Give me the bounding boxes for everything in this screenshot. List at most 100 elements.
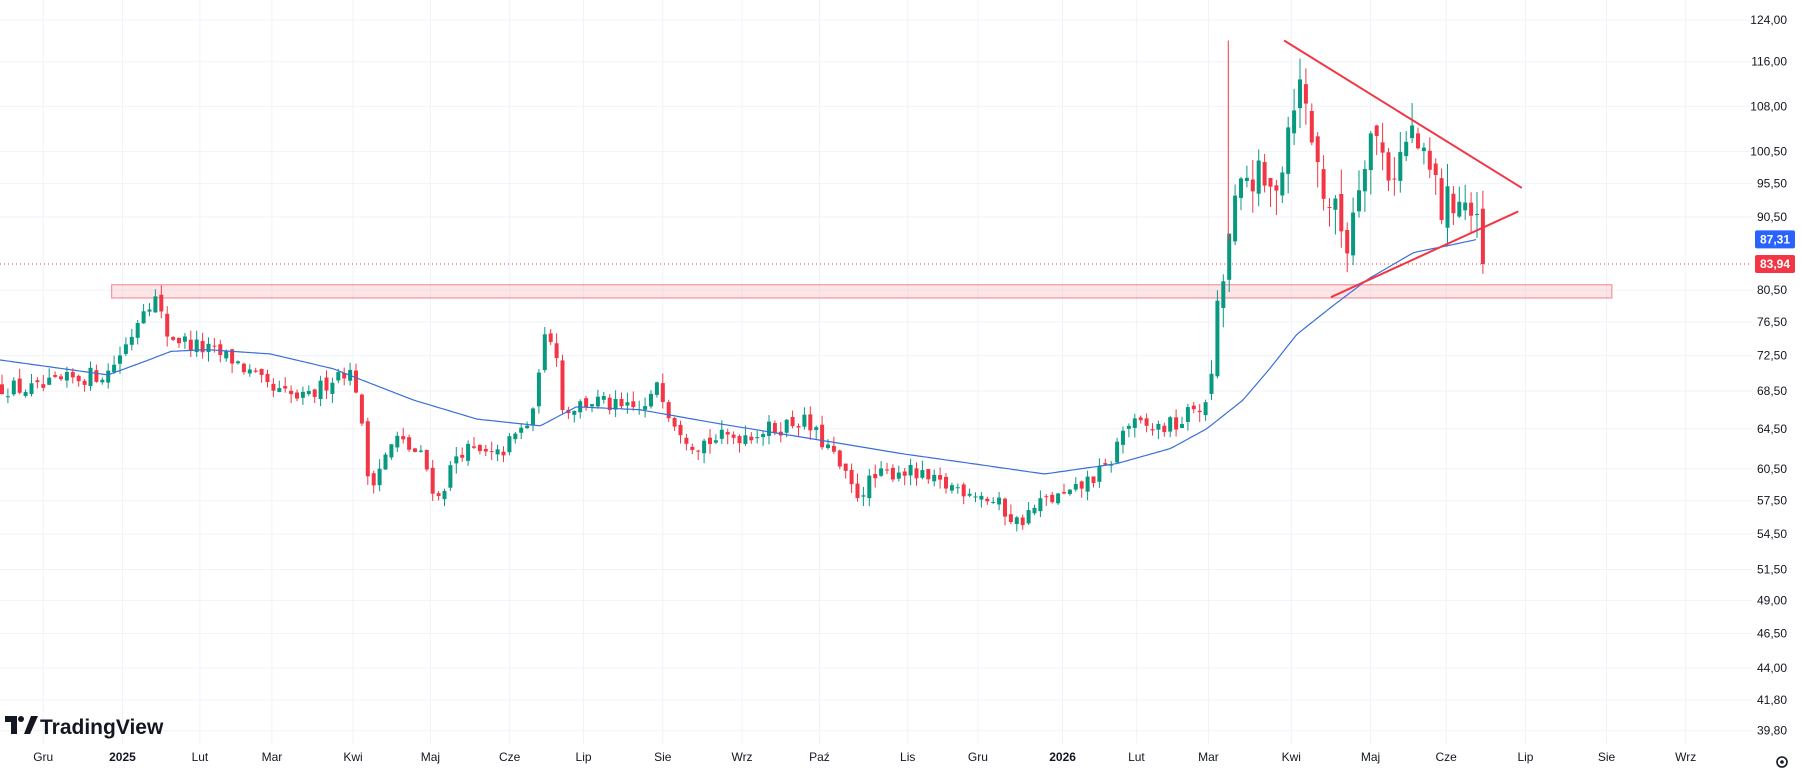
candle — [672, 416, 677, 431]
candle — [200, 332, 205, 359]
candle — [955, 483, 960, 494]
candle — [1339, 169, 1344, 248]
candles — [0, 40, 1485, 532]
candle — [749, 432, 754, 444]
candle — [631, 391, 636, 411]
candle — [1250, 159, 1255, 213]
candle — [1386, 148, 1391, 192]
candle — [649, 390, 653, 409]
candle — [41, 374, 46, 392]
candle — [967, 488, 972, 498]
candle — [1044, 494, 1049, 506]
y-tick-label: 54,50 — [1757, 527, 1787, 541]
candle — [767, 415, 771, 445]
y-tick-label: 49,00 — [1757, 594, 1787, 608]
candle — [1079, 480, 1084, 498]
candle — [1209, 360, 1214, 400]
candle — [377, 459, 382, 492]
tradingview-logo-text: TradingView — [40, 716, 164, 739]
candle — [678, 420, 683, 444]
tradingview-logo[interactable]: TradingView — [5, 716, 164, 739]
candle — [483, 444, 488, 457]
candle — [1073, 477, 1078, 492]
candle — [991, 497, 996, 504]
candle — [908, 458, 913, 486]
candle — [1404, 130, 1409, 162]
x-tick-label: Maj — [421, 750, 440, 764]
candle — [643, 397, 648, 418]
x-tick-label: Wrz — [1675, 750, 1696, 764]
x-tick-label: 2026 — [1049, 750, 1076, 764]
y-tick-label: 108,00 — [1750, 99, 1787, 113]
candle — [1309, 103, 1314, 146]
y-tick-label: 68,50 — [1757, 384, 1787, 398]
candle — [926, 469, 931, 484]
candle — [513, 431, 518, 444]
y-tick-label: 64,50 — [1757, 422, 1787, 436]
candle — [389, 444, 394, 460]
candle — [1156, 420, 1161, 440]
price-badges: 87,31 83,94 — [1755, 230, 1795, 274]
candle — [831, 436, 836, 455]
candle — [595, 389, 600, 409]
candle — [1150, 423, 1155, 436]
x-tick-label: Gru — [968, 750, 988, 764]
candle — [1091, 476, 1096, 488]
candle — [466, 440, 471, 466]
candle — [342, 367, 347, 386]
candle — [973, 492, 978, 503]
candle — [1062, 483, 1066, 495]
candle — [542, 327, 547, 373]
candle — [1280, 166, 1285, 204]
candle — [300, 386, 305, 405]
candle — [979, 491, 984, 508]
candle — [47, 368, 52, 386]
candle — [531, 407, 535, 432]
candle — [566, 406, 571, 419]
candle — [1020, 514, 1025, 530]
candle — [660, 373, 665, 409]
candle — [536, 369, 541, 414]
price-axis[interactable]: 124,00 116,00 108,00 100,50 95,50 90,50 80,50 7… — [1750, 13, 1787, 738]
candle — [837, 449, 842, 470]
candle — [106, 363, 111, 389]
candle — [1162, 422, 1167, 437]
candle — [489, 441, 494, 461]
candle — [743, 425, 748, 447]
y-tick-label: 116,00 — [1751, 55, 1787, 69]
candle — [395, 431, 400, 452]
candle — [29, 374, 34, 397]
candle — [708, 429, 712, 454]
candle — [896, 465, 901, 482]
time-axis[interactable]: Gru 2025 Lut Mar Kwi Maj Cze Lip Sie Wrz Paź Lis Gru… — [33, 750, 1696, 764]
candle — [5, 388, 10, 404]
candle — [1439, 168, 1444, 225]
candle — [849, 463, 854, 493]
candle — [1416, 127, 1420, 150]
candle — [1132, 413, 1137, 438]
gear-icon[interactable] — [1776, 756, 1788, 768]
x-tick-label: Lip — [576, 750, 592, 764]
candle — [1303, 68, 1308, 125]
candle — [418, 445, 423, 453]
candle — [755, 430, 760, 444]
candle — [88, 361, 93, 391]
candle — [477, 444, 482, 455]
candle — [171, 336, 176, 342]
triangle-upper-trendline — [1283, 39, 1523, 189]
candle — [1191, 401, 1196, 414]
y-tick-label: 44,00 — [1757, 661, 1787, 675]
candle — [1374, 124, 1379, 156]
candle — [430, 459, 435, 502]
candle — [625, 392, 630, 414]
candle — [82, 379, 87, 392]
candle — [1351, 197, 1356, 265]
candle — [1121, 426, 1125, 454]
candle — [790, 410, 795, 429]
candle — [53, 371, 58, 378]
candle — [1451, 186, 1456, 226]
x-tick-label: Sie — [654, 750, 672, 764]
candle — [1003, 497, 1007, 526]
candle — [247, 364, 252, 377]
